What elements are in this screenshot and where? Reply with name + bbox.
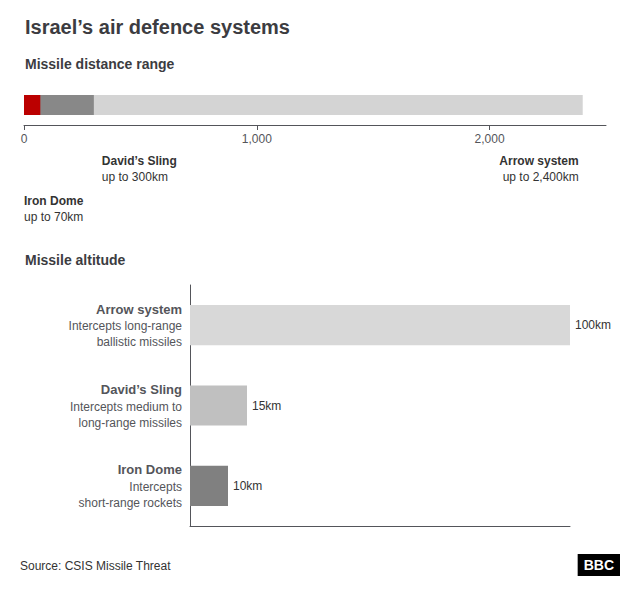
- svg-text:Intercepts: Intercepts: [129, 480, 182, 494]
- svg-text:up to 2,400km: up to 2,400km: [503, 170, 579, 184]
- svg-text:0: 0: [21, 132, 28, 146]
- svg-text:Israel’s air defence systems: Israel’s air defence systems: [25, 16, 290, 38]
- svg-text:up to 300km: up to 300km: [102, 170, 168, 184]
- svg-text:up to 70km: up to 70km: [24, 210, 83, 224]
- svg-text:1,000: 1,000: [242, 132, 272, 146]
- svg-text:short-range rockets: short-range rockets: [79, 496, 182, 510]
- svg-text:10km: 10km: [233, 479, 262, 493]
- svg-text:Intercepts long-range: Intercepts long-range: [69, 319, 183, 333]
- svg-text:15km: 15km: [252, 399, 281, 413]
- svg-text:David’s Sling: David’s Sling: [101, 382, 182, 397]
- svg-text:Source: CSIS Missile Threat: Source: CSIS Missile Threat: [20, 559, 171, 573]
- svg-text:long-range missiles: long-range missiles: [79, 416, 182, 430]
- svg-text:Iron Dome: Iron Dome: [118, 462, 182, 477]
- svg-text:Arrow system: Arrow system: [96, 302, 182, 317]
- svg-text:Intercepts medium to: Intercepts medium to: [70, 400, 182, 414]
- svg-text:Arrow system: Arrow system: [499, 154, 578, 168]
- svg-text:Missile altitude: Missile altitude: [25, 252, 126, 268]
- svg-text:Missile distance range: Missile distance range: [25, 56, 175, 72]
- svg-text:Iron Dome: Iron Dome: [24, 194, 84, 208]
- svg-text:ballistic missiles: ballistic missiles: [97, 335, 182, 349]
- svg-text:BBC: BBC: [584, 557, 614, 573]
- svg-text:David’s Sling: David’s Sling: [102, 154, 177, 168]
- svg-text:2,000: 2,000: [475, 132, 505, 146]
- svg-text:100km: 100km: [575, 318, 611, 332]
